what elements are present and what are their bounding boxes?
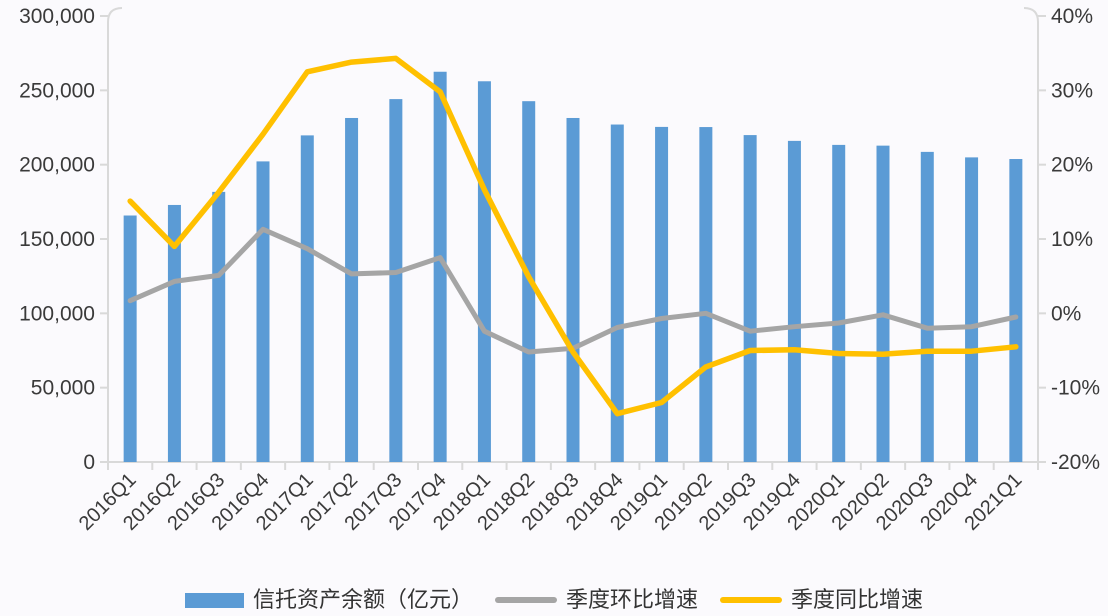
y-axis-right-tick-label: -10% (1051, 377, 1100, 400)
y-axis-right-tick-label: 20% (1051, 154, 1093, 177)
legend-bar-swatch-icon (184, 592, 244, 608)
y-axis-right-tick-label: -20% (1051, 451, 1100, 474)
bar-2021Q1 (1009, 159, 1023, 462)
bar-2019Q3 (743, 135, 757, 462)
legend-item-qoq-series: 季度环比增速 (494, 587, 698, 612)
y-axis-left-line (107, 7, 123, 462)
legend-label: 信托资产余额（亿元） (252, 587, 473, 612)
bar-2016Q1 (123, 215, 137, 462)
y-axis-left-tick-label: 150,000 (19, 228, 95, 251)
bar-2017Q1 (300, 135, 314, 462)
y-axis-left-tick-label: 0 (83, 451, 95, 474)
bar-2017Q2 (345, 117, 359, 462)
y-axis-right-line (1023, 7, 1039, 462)
bar-2019Q2 (699, 127, 713, 462)
legend-line-swatch-icon (720, 597, 782, 603)
chart-legend: 信托资产余额（亿元） 季度环比增速 季度同比增速 (0, 584, 1108, 616)
bar-2020Q4 (965, 157, 979, 462)
legend-label: 季度环比增速 (565, 587, 698, 612)
bar-2016Q4 (256, 161, 270, 462)
y-axis-right-tick-label: 0% (1051, 302, 1081, 325)
bar-2017Q4 (433, 71, 447, 462)
bar-2018Q4 (610, 124, 624, 462)
bar-2020Q3 (920, 151, 934, 462)
bar-2019Q4 (787, 140, 801, 462)
bar-2020Q2 (876, 145, 890, 462)
bar-2016Q3 (212, 191, 226, 462)
bar-2018Q3 (566, 117, 580, 462)
bar-2018Q1 (477, 81, 491, 463)
y-axis-left-tick-label: 100,000 (19, 302, 95, 325)
y-axis-left-tick-label: 200,000 (19, 154, 95, 177)
y-axis-right-tick-label: 30% (1051, 79, 1093, 102)
legend-item-bar-series: 信托资产余额（亿元） (184, 587, 473, 612)
y-axis-left-tick-label: 300,000 (19, 5, 95, 28)
legend-label: 季度同比增速 (791, 587, 924, 612)
y-axis-right-tick-label: 40% (1051, 5, 1093, 28)
bar-2017Q3 (389, 99, 403, 462)
y-axis-left-tick-label: 250,000 (19, 79, 95, 102)
legend-item-yoy-series: 季度同比增速 (720, 589, 923, 611)
legend-line-swatch-icon (494, 597, 557, 603)
y-axis-right-tick-label: 10% (1051, 228, 1093, 251)
bar-2019Q1 (655, 126, 669, 462)
bar-2020Q1 (832, 144, 846, 463)
yoy-growth-line (127, 55, 1019, 417)
y-axis-left-tick-label: 50,000 (31, 377, 95, 400)
bar-2016Q2 (167, 204, 181, 463)
